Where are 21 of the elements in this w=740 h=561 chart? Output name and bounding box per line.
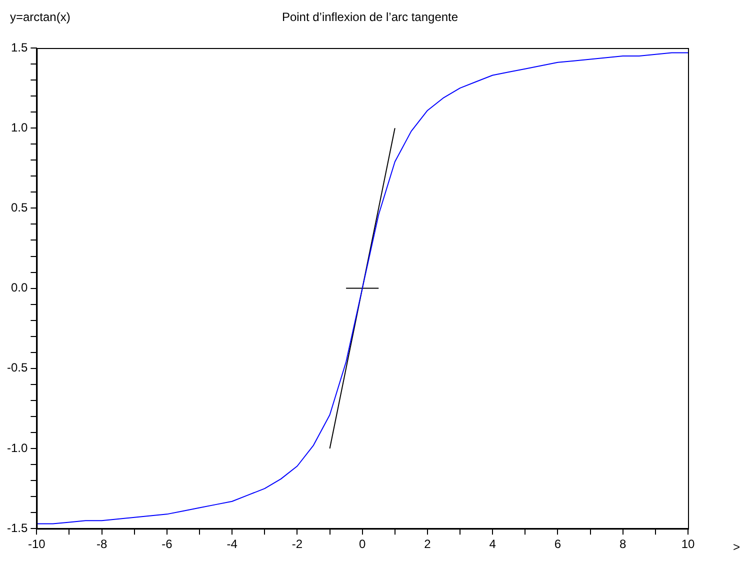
x-tick-label: 6 xyxy=(554,537,562,552)
y-tick-label: -1.5 xyxy=(6,520,28,535)
y-tick-label: 0.0 xyxy=(10,280,28,295)
x-tick-label: -8 xyxy=(96,537,108,552)
x-tick-label: 2 xyxy=(424,537,432,552)
y-tick-label: -0.5 xyxy=(6,360,28,375)
y-tick-label: -1.0 xyxy=(6,440,28,455)
x-tick-label: -2 xyxy=(292,537,303,552)
chart-title: Point d’inflexion de l’arc tangente xyxy=(282,10,458,24)
x-tick-label: 10 xyxy=(681,537,695,552)
y-tick-label: 1.0 xyxy=(10,120,28,134)
x-tick-label: -4 xyxy=(226,537,238,552)
x-tick-label: -6 xyxy=(162,537,173,552)
y-axis-title: y=arctan(x) xyxy=(10,10,70,24)
x-tick-label: 0 xyxy=(358,537,366,552)
x-axis-title: > xyxy=(733,540,740,554)
y-tick-label: 1.5 xyxy=(10,40,28,54)
x-tick-label: 4 xyxy=(489,537,496,552)
x-tick-label: 8 xyxy=(620,537,627,552)
y-tick-label: 0.5 xyxy=(10,200,28,215)
x-tick-label: -10 xyxy=(28,537,46,552)
